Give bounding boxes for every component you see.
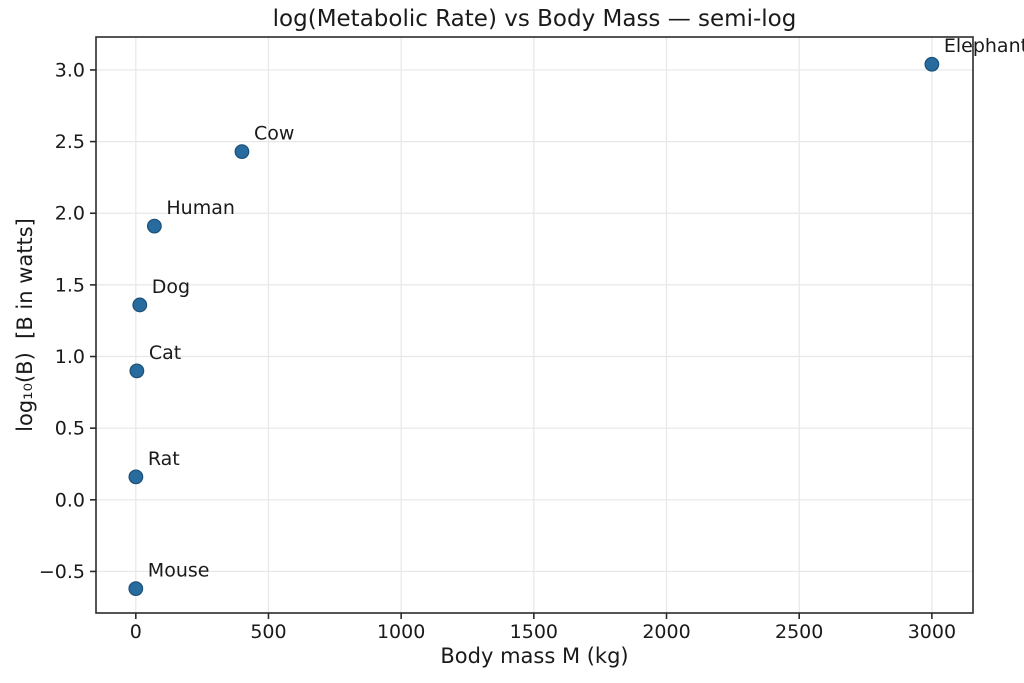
point-annotation: Elephant xyxy=(944,35,1024,57)
y-tick-label: 1.0 xyxy=(55,346,85,368)
scatter-point xyxy=(129,363,145,379)
axes-spines xyxy=(95,36,974,614)
x-tick-label: 0 xyxy=(130,621,142,643)
scatter-point xyxy=(924,56,940,72)
x-axis-label: Body mass M (kg) xyxy=(440,644,629,668)
point-annotation: Cat xyxy=(149,342,181,364)
point-annotation: Dog xyxy=(152,276,190,298)
x-tick-label: 1500 xyxy=(510,621,558,643)
x-tick-label: 1000 xyxy=(377,621,425,643)
point-annotation: Rat xyxy=(148,448,180,470)
scatter-point xyxy=(234,144,250,160)
scatter-point xyxy=(128,469,144,485)
y-tick-label: 0.0 xyxy=(55,489,85,511)
x-tick-label: 2500 xyxy=(775,621,823,643)
y-tick-label: 3.0 xyxy=(55,59,85,81)
y-tick-label: 0.5 xyxy=(55,418,85,440)
x-tick-label: 3000 xyxy=(908,621,956,643)
scatter-point xyxy=(146,218,162,234)
y-tick-label: −0.5 xyxy=(39,561,85,583)
scatter-point xyxy=(128,581,144,597)
x-tick-label: 500 xyxy=(250,621,286,643)
x-tick-label: 2000 xyxy=(642,621,690,643)
y-tick-label: 2.5 xyxy=(55,131,85,153)
point-annotation: Cow xyxy=(254,123,294,145)
scatter-point xyxy=(132,297,148,313)
y-tick-label: 2.0 xyxy=(55,203,85,225)
y-tick-label: 1.5 xyxy=(55,274,85,296)
point-annotation: Mouse xyxy=(148,560,210,582)
point-annotation: Human xyxy=(166,197,235,219)
chart-title: log(Metabolic Rate) vs Body Mass — semi-… xyxy=(272,6,797,32)
